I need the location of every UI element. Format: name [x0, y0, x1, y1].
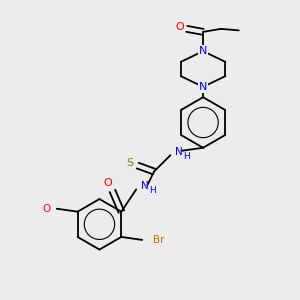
Text: N: N: [199, 82, 207, 92]
Text: Br: Br: [153, 235, 164, 245]
Text: N: N: [141, 182, 149, 191]
Text: O: O: [175, 22, 184, 32]
Text: N: N: [199, 46, 207, 56]
Text: O: O: [42, 204, 50, 214]
Text: N: N: [176, 147, 183, 157]
Text: H: H: [183, 152, 190, 161]
Text: S: S: [126, 158, 133, 168]
Text: O: O: [103, 178, 112, 188]
Text: H: H: [149, 186, 156, 195]
